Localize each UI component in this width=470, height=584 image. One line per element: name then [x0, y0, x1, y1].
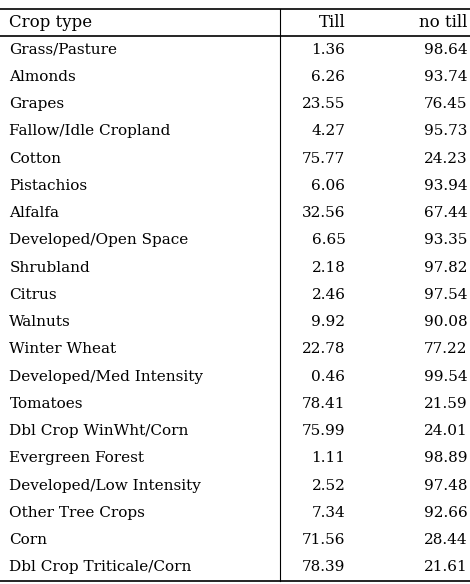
Text: 93.35: 93.35 [424, 234, 468, 248]
Text: 23.55: 23.55 [302, 97, 345, 111]
Text: 97.54: 97.54 [424, 288, 468, 302]
Text: 2.18: 2.18 [312, 260, 345, 274]
Text: 95.73: 95.73 [424, 124, 468, 138]
Text: Till: Till [319, 14, 345, 31]
Text: 1.11: 1.11 [312, 451, 345, 465]
Text: Fallow/Idle Cropland: Fallow/Idle Cropland [9, 124, 171, 138]
Text: 93.74: 93.74 [424, 70, 468, 84]
Text: 9.92: 9.92 [312, 315, 345, 329]
Text: 75.99: 75.99 [302, 424, 345, 438]
Text: Grass/Pasture: Grass/Pasture [9, 43, 118, 57]
Text: 7.34: 7.34 [312, 506, 345, 520]
Text: Dbl Crop WinWht/Corn: Dbl Crop WinWht/Corn [9, 424, 189, 438]
Text: Grapes: Grapes [9, 97, 64, 111]
Text: 21.59: 21.59 [424, 397, 468, 411]
Text: 2.52: 2.52 [312, 479, 345, 493]
Text: Almonds: Almonds [9, 70, 76, 84]
Text: 71.56: 71.56 [302, 533, 345, 547]
Text: 6.26: 6.26 [312, 70, 345, 84]
Text: Cotton: Cotton [9, 152, 62, 166]
Text: Evergreen Forest: Evergreen Forest [9, 451, 144, 465]
Text: 75.77: 75.77 [302, 152, 345, 166]
Text: 92.66: 92.66 [424, 506, 468, 520]
Text: Winter Wheat: Winter Wheat [9, 342, 117, 356]
Text: Pistachios: Pistachios [9, 179, 87, 193]
Text: 67.44: 67.44 [424, 206, 468, 220]
Text: 97.82: 97.82 [424, 260, 468, 274]
Text: 1.36: 1.36 [312, 43, 345, 57]
Text: 4.27: 4.27 [312, 124, 345, 138]
Text: 93.94: 93.94 [424, 179, 468, 193]
Text: 22.78: 22.78 [302, 342, 345, 356]
Text: 98.89: 98.89 [424, 451, 468, 465]
Text: 90.08: 90.08 [424, 315, 468, 329]
Text: 0.46: 0.46 [312, 370, 345, 384]
Text: 78.41: 78.41 [302, 397, 345, 411]
Text: Citrus: Citrus [9, 288, 57, 302]
Text: Tomatoes: Tomatoes [9, 397, 83, 411]
Text: 32.56: 32.56 [302, 206, 345, 220]
Text: 24.01: 24.01 [424, 424, 468, 438]
Text: 77.22: 77.22 [424, 342, 468, 356]
Text: Crop type: Crop type [9, 14, 93, 31]
Text: 98.64: 98.64 [424, 43, 468, 57]
Text: Walnuts: Walnuts [9, 315, 71, 329]
Text: 28.44: 28.44 [424, 533, 468, 547]
Text: 21.61: 21.61 [424, 561, 468, 575]
Text: Corn: Corn [9, 533, 47, 547]
Text: 24.23: 24.23 [424, 152, 468, 166]
Text: Developed/Med Intensity: Developed/Med Intensity [9, 370, 204, 384]
Text: Shrubland: Shrubland [9, 260, 90, 274]
Text: 76.45: 76.45 [424, 97, 468, 111]
Text: 78.39: 78.39 [302, 561, 345, 575]
Text: Other Tree Crops: Other Tree Crops [9, 506, 145, 520]
Text: 2.46: 2.46 [312, 288, 345, 302]
Text: no till: no till [419, 14, 468, 31]
Text: 6.65: 6.65 [312, 234, 345, 248]
Text: Developed/Open Space: Developed/Open Space [9, 234, 188, 248]
Text: Dbl Crop Triticale/Corn: Dbl Crop Triticale/Corn [9, 561, 192, 575]
Text: Alfalfa: Alfalfa [9, 206, 59, 220]
Text: Developed/Low Intensity: Developed/Low Intensity [9, 479, 201, 493]
Text: 6.06: 6.06 [312, 179, 345, 193]
Text: 97.48: 97.48 [424, 479, 468, 493]
Text: 99.54: 99.54 [424, 370, 468, 384]
